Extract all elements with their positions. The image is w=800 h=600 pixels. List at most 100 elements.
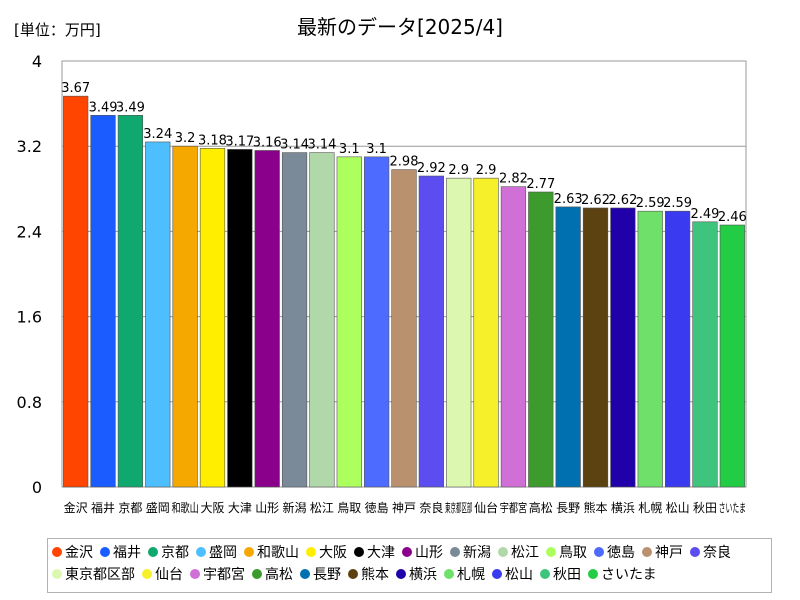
legend-item: 新潟 — [450, 541, 491, 563]
legend-label: 横浜 — [409, 567, 437, 583]
data-label: 2.82 — [499, 172, 528, 187]
x-tick-label: 高松 — [529, 500, 553, 515]
legend-swatch — [492, 569, 502, 579]
legend-swatch — [306, 547, 316, 557]
legend-swatch — [300, 569, 310, 579]
bar — [90, 115, 116, 488]
legend-swatch — [348, 569, 358, 579]
legend-label: 仙台 — [155, 567, 183, 583]
legend-label: 福井 — [113, 545, 141, 561]
unit-label: [単位：万円] — [14, 21, 101, 39]
data-label: 2.59 — [663, 196, 692, 211]
bar — [528, 191, 554, 488]
legend-item: 熊本 — [348, 563, 389, 585]
y-tick-label: 4 — [32, 52, 42, 71]
data-label: 3.2 — [175, 131, 196, 146]
legend-label: 宇都宮 — [203, 567, 245, 583]
data-label: 3.16 — [253, 135, 282, 150]
legend-item: 長野 — [300, 563, 341, 585]
y-tick-label: 1.6 — [17, 308, 42, 327]
data-label: 2.9 — [448, 163, 469, 178]
legend-item: 福井 — [100, 541, 141, 563]
x-tick-label: 東京都区部 — [445, 500, 472, 515]
legend-swatch — [642, 547, 652, 557]
chart-legend: 金沢 福井 京都 盛岡 和歌山 大阪 大津 山形 新潟 松江 鳥取 徳島 神戸 奈良 東京都区部 仙台 宇都宮 高… — [47, 538, 772, 593]
chart-title: 最新のデータ[2025/4] — [297, 15, 503, 39]
bar — [555, 206, 581, 488]
x-tick-label: 和歌山 — [171, 500, 198, 515]
x-tick-label: 宇都宮 — [500, 500, 527, 515]
data-label: 3.1 — [339, 142, 360, 157]
data-label: 3.1 — [366, 142, 387, 157]
legend-label: 徳島 — [607, 545, 635, 561]
x-tick-label: 新潟 — [283, 500, 307, 515]
legend-item: 和歌山 — [244, 541, 299, 563]
legend-item: 奈良 — [690, 541, 731, 563]
bar — [473, 177, 499, 488]
x-tick-label: 大津 — [228, 501, 252, 515]
legend-item: 神戸 — [642, 541, 683, 563]
legend-item: 大阪 — [306, 541, 347, 563]
data-label: 2.62 — [608, 193, 637, 208]
bar-chart: 00.81.62.43.243.67金沢3.49福井3.49京都3.24盛岡3.… — [17, 52, 747, 515]
legend-swatch — [540, 569, 550, 579]
y-tick-label: 0.8 — [17, 393, 42, 412]
data-label: 3.67 — [61, 81, 90, 96]
bar — [582, 207, 609, 488]
legend-swatch — [498, 547, 508, 557]
legend-swatch — [450, 547, 460, 557]
y-tick-label: 2.4 — [17, 222, 42, 241]
x-tick-label: さいたま — [719, 501, 746, 515]
data-label: 2.63 — [554, 192, 583, 207]
data-label: 3.24 — [143, 127, 172, 142]
legend-item: 札幌 — [444, 563, 485, 585]
x-tick-label: 大阪 — [200, 501, 224, 515]
legend-swatch — [444, 569, 454, 579]
bar — [500, 186, 527, 488]
legend-item: 山形 — [402, 541, 443, 563]
data-label: 2.49 — [690, 207, 719, 222]
data-label: 2.98 — [390, 155, 419, 170]
legend-item: 秋田 — [540, 563, 581, 585]
legend-swatch — [354, 547, 364, 557]
x-tick-label: 奈良 — [419, 500, 443, 515]
legend-swatch — [142, 569, 152, 579]
x-tick-label: 鳥取 — [337, 500, 361, 515]
legend-item: 鳥取 — [546, 541, 587, 563]
data-label: 3.18 — [198, 133, 227, 148]
x-tick-label: 山形 — [255, 501, 279, 515]
legend-swatch — [52, 547, 62, 557]
bar — [281, 152, 308, 488]
data-label: 2.9 — [476, 163, 497, 178]
bar — [199, 148, 226, 488]
legend-swatch — [402, 547, 412, 557]
legend-item: 東京都区部 — [52, 563, 135, 585]
x-tick-label: 仙台 — [474, 500, 498, 515]
bar — [391, 169, 417, 488]
legend-label: 大津 — [367, 545, 395, 561]
bar — [418, 175, 444, 488]
data-label: 3.14 — [307, 138, 336, 153]
data-label: 3.49 — [116, 100, 145, 115]
data-label: 2.62 — [581, 193, 610, 208]
x-tick-label: 横浜 — [611, 501, 635, 515]
legend-item: 金沢 — [52, 541, 93, 563]
bar — [610, 207, 636, 488]
x-tick-label: 松江 — [310, 501, 334, 515]
x-tick-label: 金沢 — [64, 500, 88, 515]
bar — [637, 210, 663, 488]
legend-label: 京都 — [161, 545, 189, 561]
legend-item: 徳島 — [594, 541, 635, 563]
legend-swatch — [148, 547, 158, 557]
x-tick-label: 徳島 — [365, 500, 389, 515]
legend-label: 盛岡 — [209, 545, 237, 561]
legend-swatch — [588, 569, 598, 579]
legend-label: 金沢 — [65, 545, 93, 561]
legend-label: さいたま — [601, 567, 657, 583]
x-tick-label: 熊本 — [584, 500, 608, 515]
bar — [117, 115, 144, 488]
y-tick-label: 0 — [32, 478, 42, 497]
legend-swatch — [252, 569, 262, 579]
legend-label: 長野 — [313, 567, 341, 583]
bar — [172, 145, 198, 488]
